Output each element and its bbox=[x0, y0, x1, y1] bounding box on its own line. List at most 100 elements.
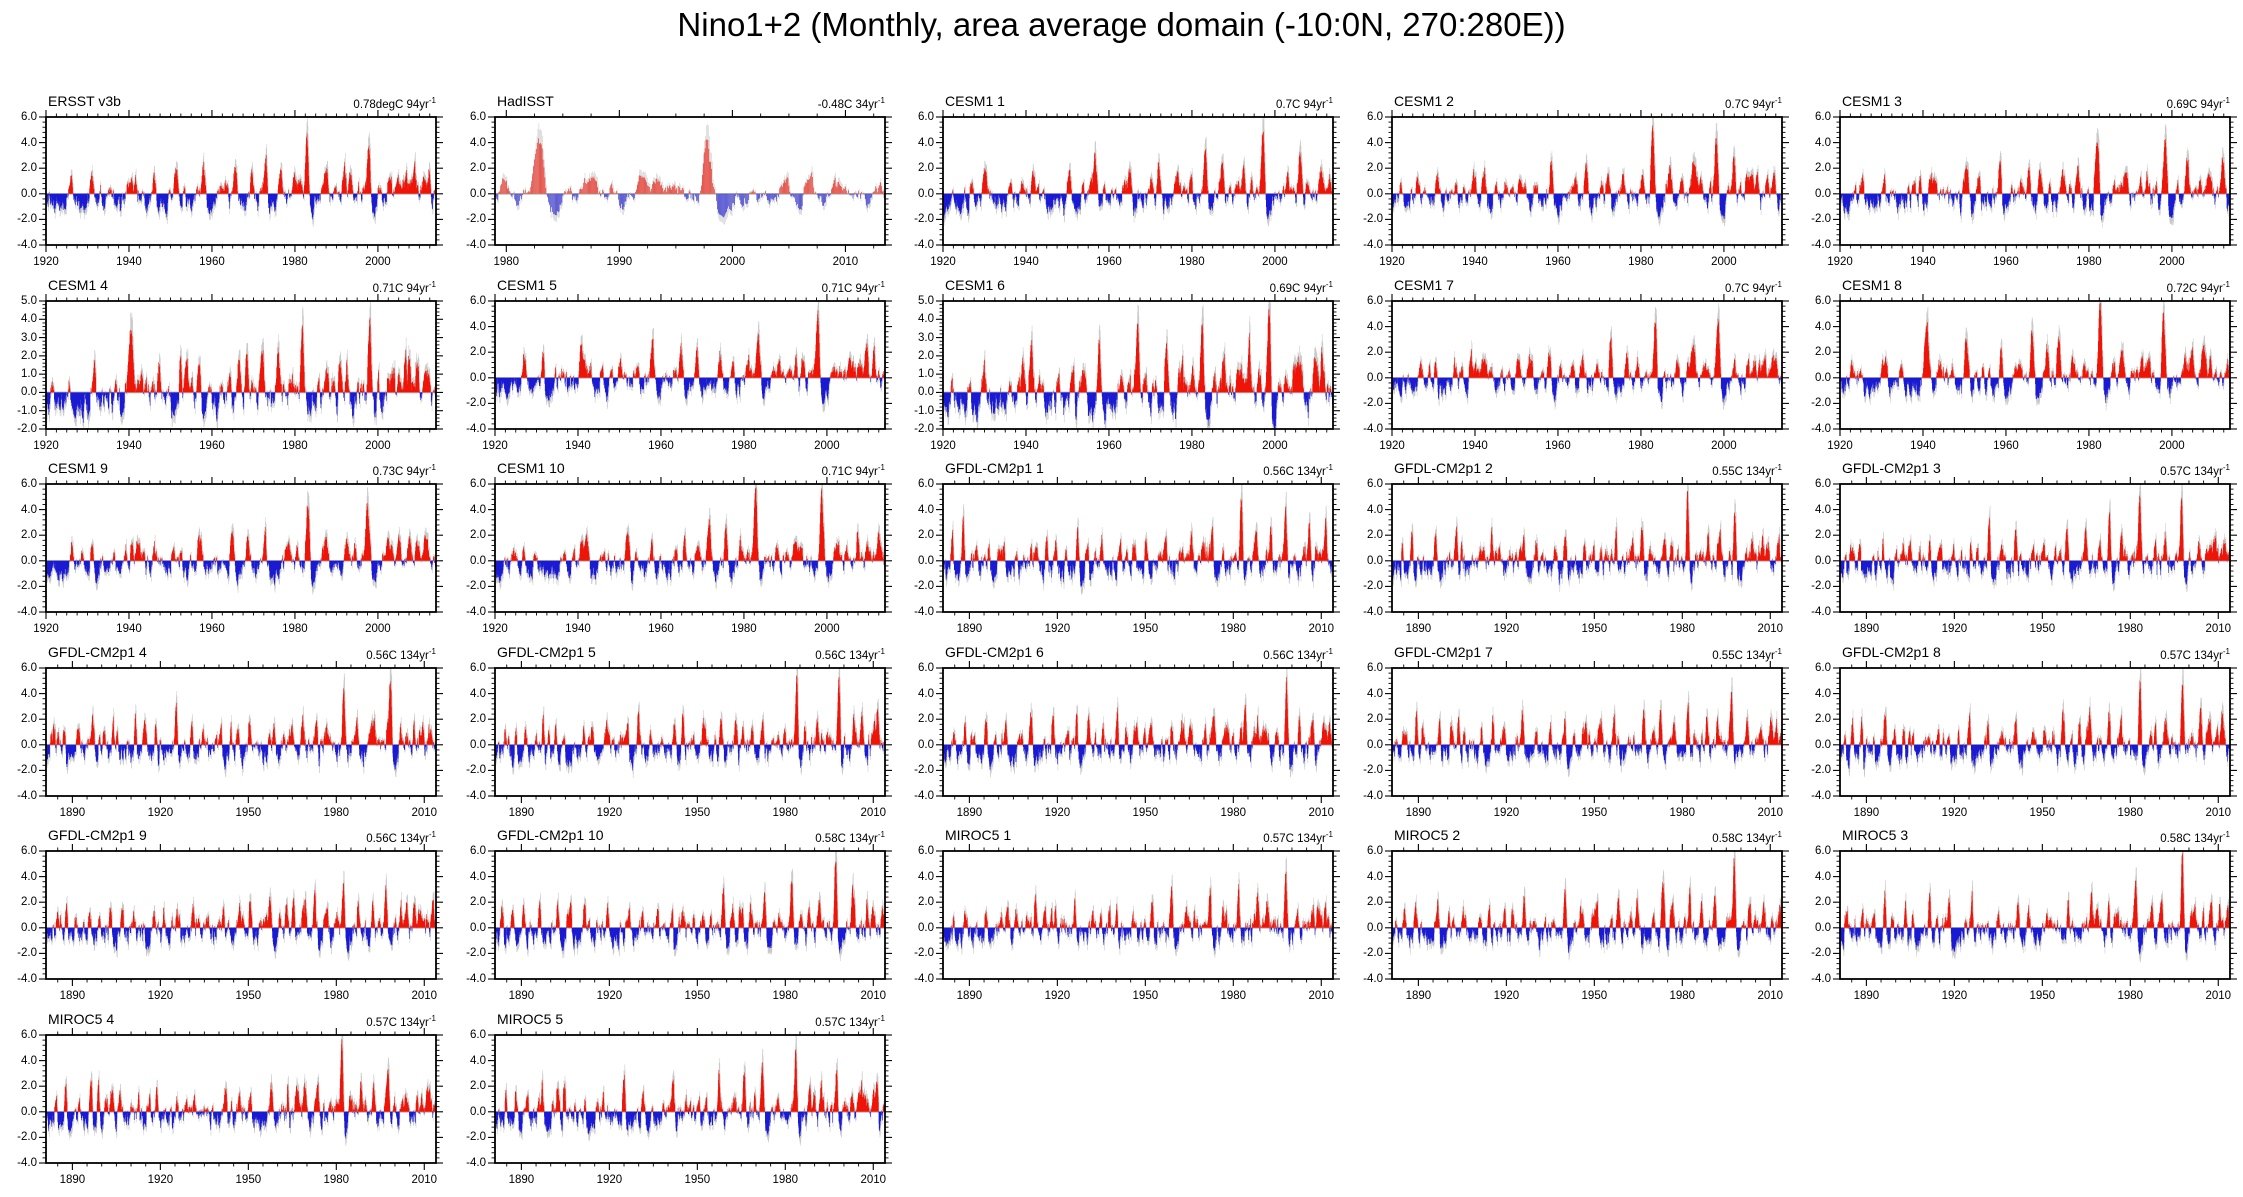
trend-period: 134yr bbox=[845, 1016, 878, 1029]
panel-title: GFDL-CM2p1 2 bbox=[1394, 460, 1493, 476]
y-tick-label: 2.0 bbox=[21, 349, 37, 362]
y-tick-label: 2.0 bbox=[21, 1080, 37, 1093]
y-tick-label: 0.0 bbox=[918, 554, 934, 567]
y-tick-label: 0.0 bbox=[470, 187, 486, 200]
x-tick-label: 1940 bbox=[565, 623, 591, 635]
x-tick-label: 1980 bbox=[282, 440, 308, 452]
y-tick-label: -2.0 bbox=[17, 580, 37, 593]
x-tick-label: 1920 bbox=[1827, 440, 1853, 452]
y-tick-label: -4.0 bbox=[466, 239, 486, 251]
panel-trend-annotation: 0.58C 134yr-1 bbox=[2160, 830, 2230, 845]
y-tick-label: 0.0 bbox=[470, 738, 486, 751]
panel-title: GFDL-CM2p1 8 bbox=[1842, 644, 1941, 660]
panel-miroc5-4: MIROC5 4 0.57C 134yr-1 6.0 4.0 2.0 0.0 -2.0 -… bbox=[0, 975, 448, 1187]
y-tick-label: 2.0 bbox=[1815, 896, 1831, 909]
y-tick-label: -4.0 bbox=[17, 239, 37, 251]
trend-period: 134yr bbox=[1742, 465, 1775, 478]
y-tick-label: 4.0 bbox=[918, 503, 934, 516]
y-tick-label: -2.0 bbox=[1363, 213, 1383, 226]
y-tick-label: -4.0 bbox=[1363, 606, 1383, 618]
panel-trend-annotation: 0.7C 94yr-1 bbox=[1725, 280, 1782, 295]
y-tick-label: 4.0 bbox=[1367, 503, 1383, 516]
y-tick-label: 6.0 bbox=[470, 478, 486, 490]
panel-title: GFDL-CM2p1 6 bbox=[945, 644, 1044, 660]
y-tick-label: 5.0 bbox=[918, 295, 934, 307]
x-tick-label: 2000 bbox=[2159, 440, 2185, 452]
x-tick-label: 1980 bbox=[1669, 807, 1696, 819]
x-tick-label: 1940 bbox=[1910, 440, 1936, 452]
y-tick-label: 6.0 bbox=[1815, 111, 1831, 123]
panel-trend-annotation: 0.55C 134yr-1 bbox=[1712, 647, 1782, 662]
x-tick-label: 1950 bbox=[1581, 623, 1608, 635]
x-tick-label: 2000 bbox=[1711, 256, 1737, 268]
panel-miroc5-3: MIROC5 3 0.58C 134yr-1 6.0 4.0 2.0 0.0 -2.0 -… bbox=[1794, 791, 2242, 1003]
panel-trend-annotation: -0.48C 34yr-1 bbox=[818, 96, 885, 111]
y-tick-label: 4.0 bbox=[470, 136, 486, 149]
panel-title: GFDL-CM2p1 5 bbox=[497, 644, 596, 660]
y-tick-label: 6.0 bbox=[470, 845, 486, 857]
y-tick-label: -4.0 bbox=[17, 973, 37, 985]
y-tick-label: 2.0 bbox=[21, 713, 37, 726]
panel-trend-annotation: 0.57C 134yr-1 bbox=[815, 1014, 885, 1029]
y-tick-label: -4.0 bbox=[1363, 973, 1383, 985]
x-tick-label: 1920 bbox=[1941, 623, 1968, 635]
trend-period: 134yr bbox=[2190, 649, 2223, 662]
y-tick-label: -2.0 bbox=[17, 947, 37, 960]
y-tick-label: 6.0 bbox=[1815, 478, 1831, 490]
panel-trend-annotation: 0.58C 134yr-1 bbox=[815, 830, 885, 845]
trend-value: 0.55C bbox=[1712, 649, 1743, 662]
x-tick-label: 1950 bbox=[1132, 623, 1159, 635]
y-tick-label: -4.0 bbox=[1811, 606, 1831, 618]
panel-trend-annotation: 0.69C 94yr-1 bbox=[1270, 280, 1333, 295]
trend-period: 134yr bbox=[396, 1016, 429, 1029]
panel-plot-canvas bbox=[1384, 660, 1790, 804]
trend-value: 0.57C bbox=[2160, 649, 2191, 662]
trend-value: 0.7C bbox=[1725, 98, 1750, 111]
y-tick-label: -2.0 bbox=[914, 764, 934, 777]
y-tick-label: -4.0 bbox=[1811, 239, 1831, 251]
y-tick-label: -4.0 bbox=[466, 973, 486, 985]
x-tick-label: 1980 bbox=[2076, 256, 2102, 268]
panel-gfdl-cm2p1-1: GFDL-CM2p1 1 0.56C 134yr-1 6.0 4.0 2.0 0.0 -… bbox=[897, 424, 1345, 636]
panel-cesm1-1: CESM1 1 0.7C 94yr-1 6.0 4.0 2.0 0.0 -2.0 -4.0… bbox=[897, 57, 1345, 269]
x-tick-label: 1920 bbox=[1941, 807, 1968, 819]
x-tick-label: 2010 bbox=[832, 256, 859, 268]
y-tick-label: 6.0 bbox=[21, 1029, 37, 1041]
y-tick-label: 0.0 bbox=[470, 1105, 486, 1118]
trend-value: 0.72C bbox=[2166, 282, 2198, 295]
x-tick-label: 1940 bbox=[116, 440, 142, 452]
x-tick-label: 2010 bbox=[1308, 807, 1335, 819]
panel-trend-annotation: 0.7C 94yr-1 bbox=[1276, 96, 1333, 111]
y-tick-label: 4.0 bbox=[1815, 136, 1831, 149]
x-tick-label: 1920 bbox=[1941, 990, 1968, 1002]
y-tick-label: -4.0 bbox=[1363, 423, 1383, 435]
x-tick-label: 1890 bbox=[1853, 807, 1880, 819]
y-tick-label: 2.0 bbox=[918, 713, 934, 726]
panel-gfdl-cm2p1-8: GFDL-CM2p1 8 0.57C 134yr-1 6.0 4.0 2.0 0.0 -… bbox=[1794, 608, 2242, 820]
panel-trend-annotation: 0.56C 134yr-1 bbox=[1263, 463, 1333, 478]
trend-value: 0.71C bbox=[372, 282, 404, 295]
y-tick-label: -4.0 bbox=[1363, 239, 1383, 251]
trend-value: 0.69C bbox=[2166, 98, 2198, 111]
x-tick-label: 1890 bbox=[956, 623, 983, 635]
x-tick-label: 1950 bbox=[2029, 990, 2056, 1002]
trend-value: 0.56C bbox=[1263, 649, 1294, 662]
y-tick-label: 2.0 bbox=[21, 162, 37, 175]
y-tick-label: -4.0 bbox=[466, 606, 486, 618]
panel-title: CESM1 2 bbox=[1394, 93, 1454, 109]
x-tick-label: 1950 bbox=[2029, 807, 2056, 819]
panel-cesm1-10: CESM1 10 0.71C 94yr-1 6.0 4.0 2.0 0.0 -2.0 -4… bbox=[449, 424, 897, 636]
y-tick-label: 0.0 bbox=[1367, 371, 1383, 384]
trend-exponent: -1 bbox=[428, 830, 436, 839]
y-tick-label: 2.0 bbox=[21, 529, 37, 542]
trend-value: 0.56C bbox=[815, 649, 846, 662]
x-tick-label: 1890 bbox=[508, 990, 535, 1002]
y-tick-label: 2.0 bbox=[1815, 529, 1831, 542]
y-tick-label: -2.0 bbox=[1811, 213, 1831, 226]
x-tick-label: 1980 bbox=[731, 623, 757, 635]
panel-plot-canvas bbox=[1832, 109, 2238, 253]
y-tick-label: 6.0 bbox=[470, 111, 486, 123]
y-tick-label: 4.0 bbox=[1367, 687, 1383, 700]
trend-value: 0.71C bbox=[821, 465, 853, 478]
x-tick-label: 1980 bbox=[493, 256, 520, 268]
